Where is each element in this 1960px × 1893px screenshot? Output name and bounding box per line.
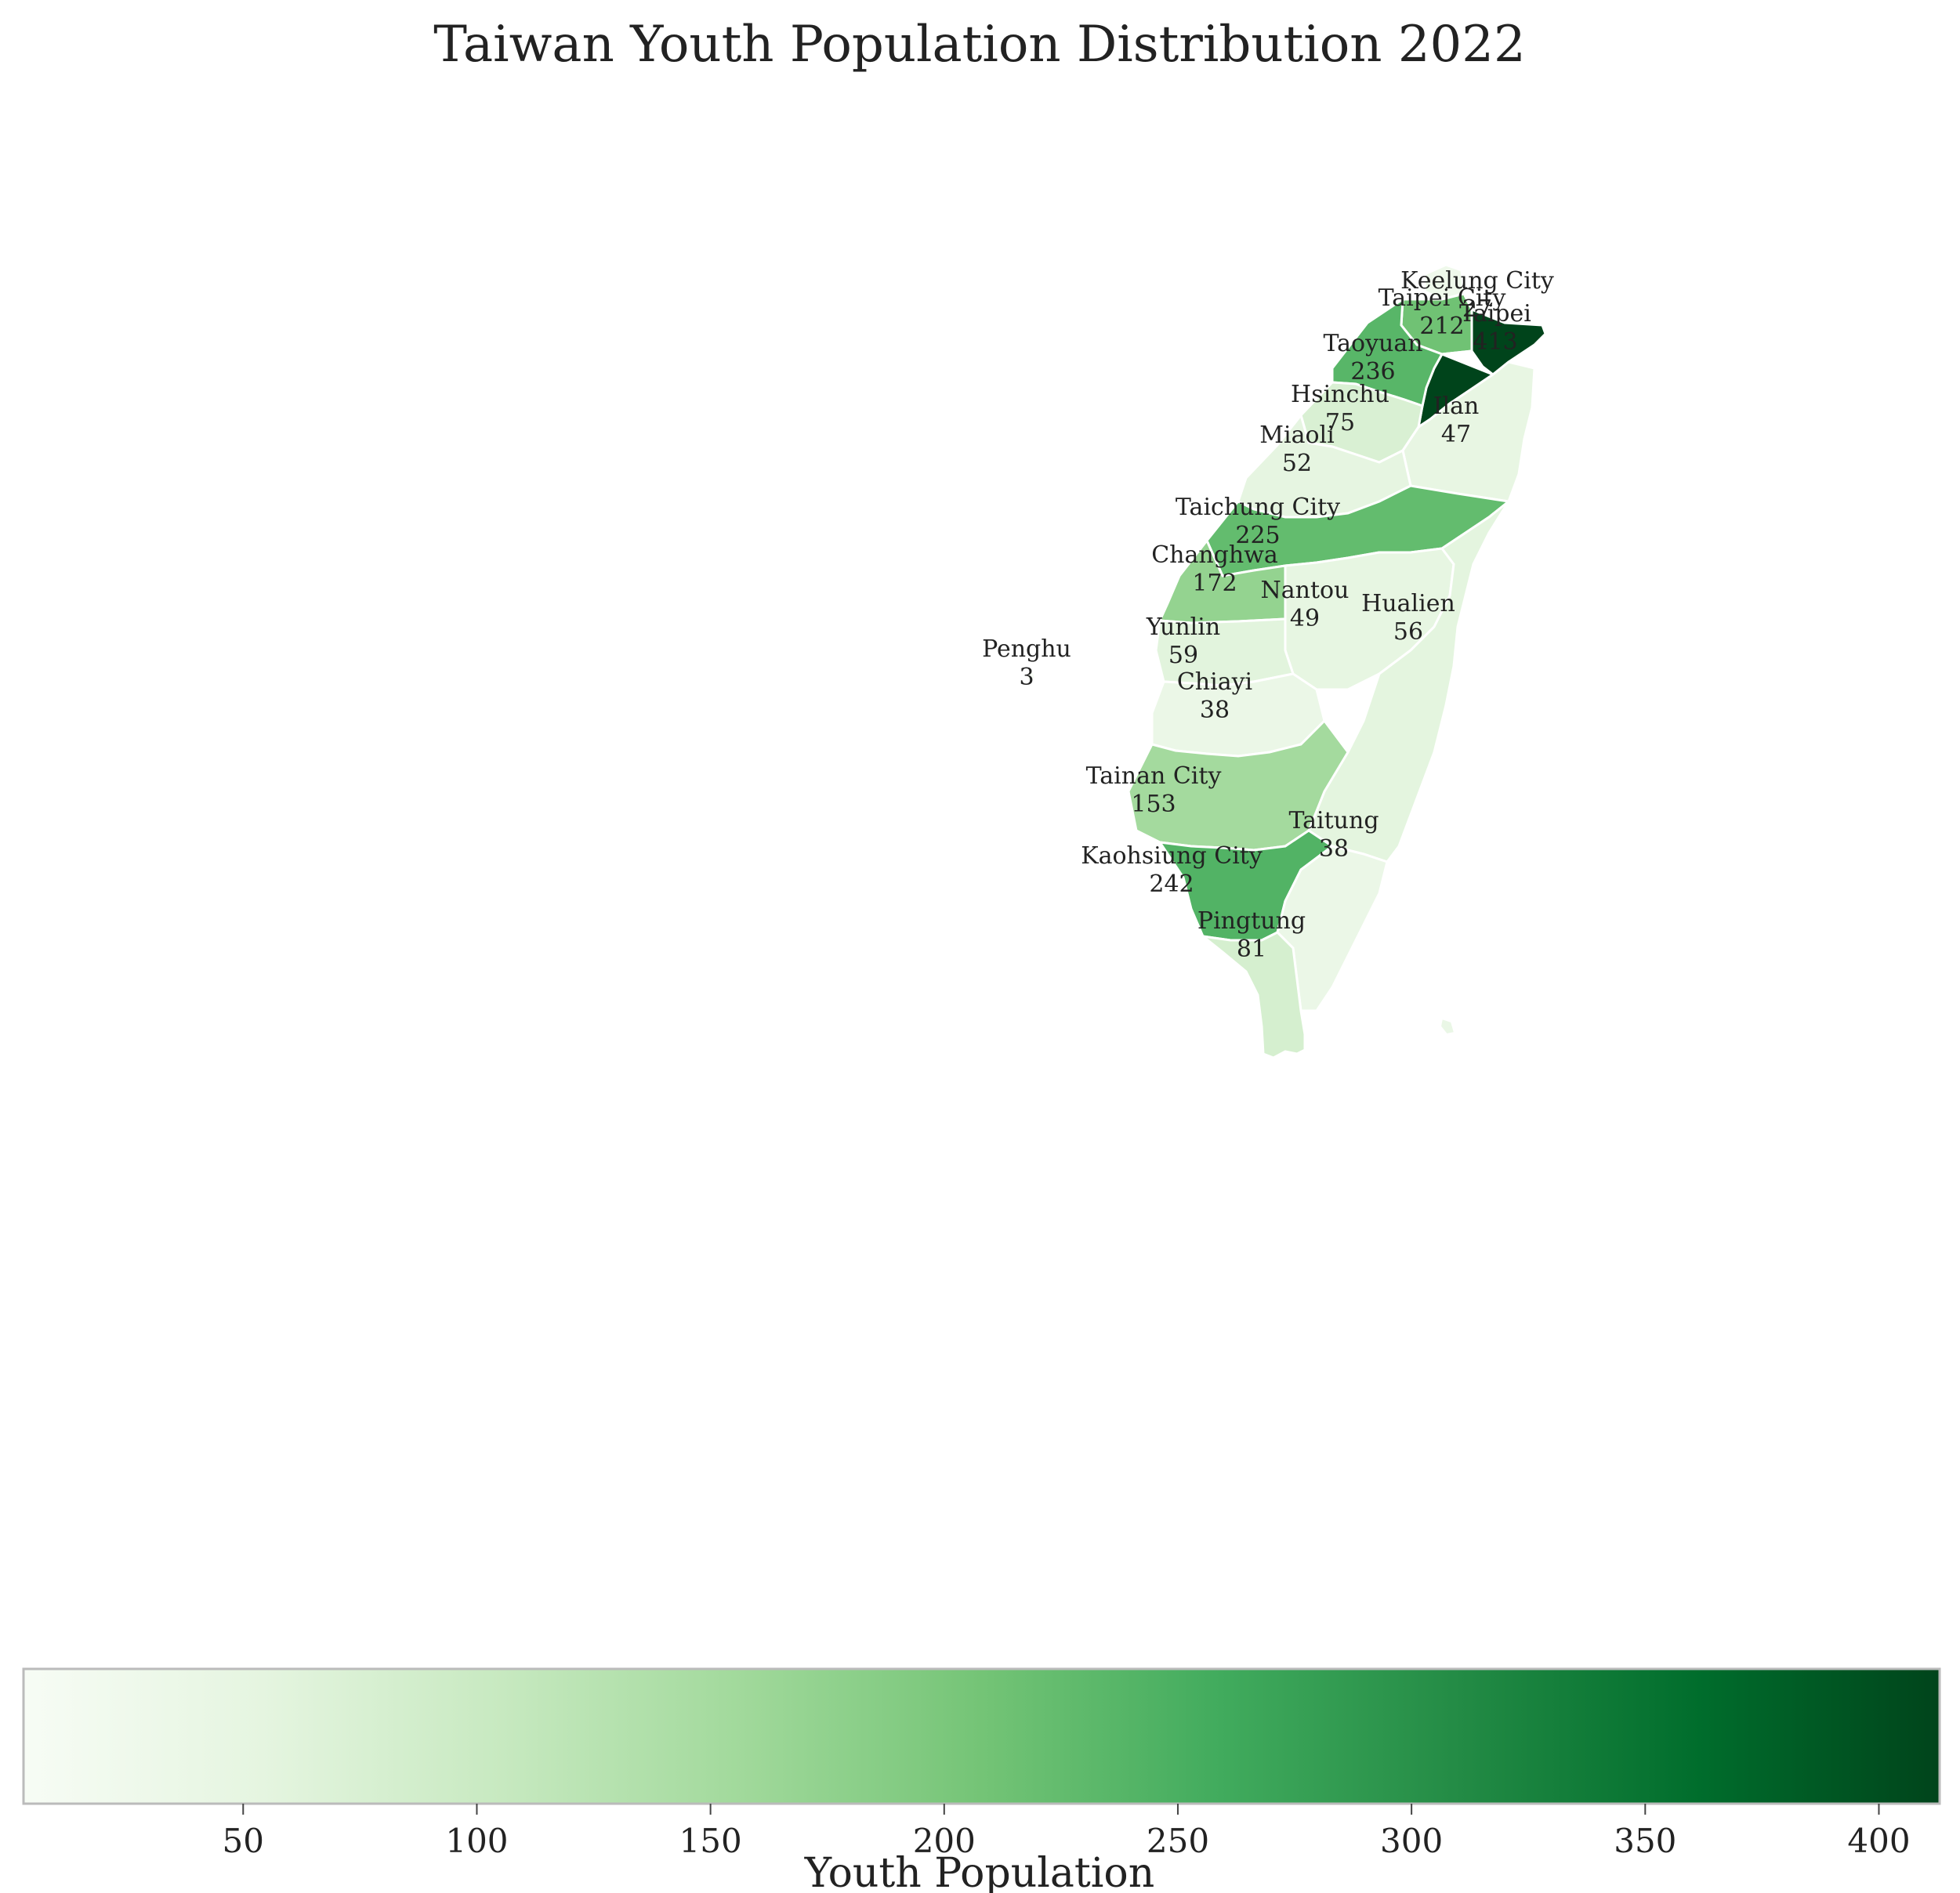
region-label-hualien: Hualien bbox=[1361, 590, 1455, 617]
region-label-pingtung: Pingtung bbox=[1197, 907, 1306, 935]
islet-green-island bbox=[1439, 1017, 1456, 1036]
region-value-taichung-city: 225 bbox=[1235, 522, 1280, 549]
region-value-pingtung: 81 bbox=[1237, 936, 1266, 963]
region-pingtung bbox=[1198, 931, 1306, 1059]
region-value-miaoli: 52 bbox=[1282, 450, 1312, 477]
region-value-tainan-city: 153 bbox=[1131, 791, 1176, 818]
taiwan-map bbox=[1023, 263, 1547, 1059]
colorbar-tick-label: 50 bbox=[223, 1822, 264, 1860]
region-label-kaohsiung-city: Kaohsiung City bbox=[1081, 842, 1263, 870]
region-label-nantou: Nantou bbox=[1261, 577, 1350, 604]
colorbar-tick-label: 250 bbox=[1147, 1822, 1209, 1860]
region-label-yunlin: Yunlin bbox=[1146, 614, 1220, 641]
colorbar-gradient bbox=[22, 1667, 1941, 1805]
region-value-ilan: 47 bbox=[1441, 421, 1471, 448]
region-label-tainan-city: Tainan City bbox=[1086, 762, 1222, 790]
region-label-taipei-city: Taipei City bbox=[1379, 284, 1506, 312]
region-value-taoyuan: 236 bbox=[1350, 358, 1395, 385]
region-value-penghu: 3 bbox=[1019, 664, 1034, 691]
region-label-taoyuan: Taoyuan bbox=[1323, 330, 1422, 357]
region-value-keelung-city: 27 bbox=[1462, 295, 1492, 323]
region-value-taipei-city: 212 bbox=[1419, 313, 1464, 340]
region-label-taipei: Taipei bbox=[1459, 300, 1531, 328]
region-label-taitung: Taitung bbox=[1288, 807, 1379, 834]
region-taitung bbox=[1276, 845, 1389, 1012]
region-tainan-city bbox=[1127, 718, 1350, 852]
region-label-penghu: Penghu bbox=[982, 635, 1071, 663]
region-hualien bbox=[1307, 500, 1510, 863]
colorbar-label: Youth Population bbox=[804, 1850, 1154, 1893]
colorbar-tick-label: 200 bbox=[913, 1822, 976, 1860]
region-label-chiayi: Chiayi bbox=[1177, 668, 1252, 696]
colorbar: 50 100 150 200 250 300 350 400 Youth Population bbox=[22, 1667, 1941, 1893]
region-ilan bbox=[1401, 360, 1536, 503]
colorbar-tick-label: 100 bbox=[445, 1822, 508, 1860]
colorbar-tick-label: 150 bbox=[679, 1822, 742, 1860]
region-label-ilan: Ilan bbox=[1433, 393, 1480, 420]
chart-title: Taiwan Youth Population Distribution 202… bbox=[433, 16, 1525, 74]
region-value-hsinchu: 75 bbox=[1325, 409, 1355, 436]
colorbar-tick-label: 300 bbox=[1380, 1822, 1443, 1860]
region-value-changhwa: 172 bbox=[1192, 570, 1237, 597]
region-value-yunlin: 59 bbox=[1168, 642, 1198, 669]
region-label-changhwa: Changhwa bbox=[1151, 541, 1278, 569]
region-label-keelung-city: Keelung City bbox=[1400, 267, 1554, 295]
colorbar-tick-label: 350 bbox=[1614, 1822, 1676, 1860]
colorbar-ticks: 50 100 150 200 250 300 350 400 bbox=[223, 1804, 1911, 1860]
region-value-taipei: 413 bbox=[1473, 328, 1517, 356]
region-value-kaohsiung-city: 242 bbox=[1149, 870, 1194, 898]
region-value-chiayi: 38 bbox=[1200, 697, 1230, 724]
region-value-nantou: 49 bbox=[1290, 605, 1320, 632]
region-label-taichung-city: Taichung City bbox=[1176, 494, 1340, 521]
region-label-hsinchu: Hsinchu bbox=[1291, 381, 1389, 408]
region-value-hualien: 56 bbox=[1393, 618, 1423, 646]
region-label-miaoli: Miaoli bbox=[1259, 422, 1334, 449]
region-penghu bbox=[1023, 669, 1038, 683]
colorbar-tick-label: 400 bbox=[1847, 1822, 1910, 1860]
region-value-taitung: 38 bbox=[1319, 835, 1349, 863]
